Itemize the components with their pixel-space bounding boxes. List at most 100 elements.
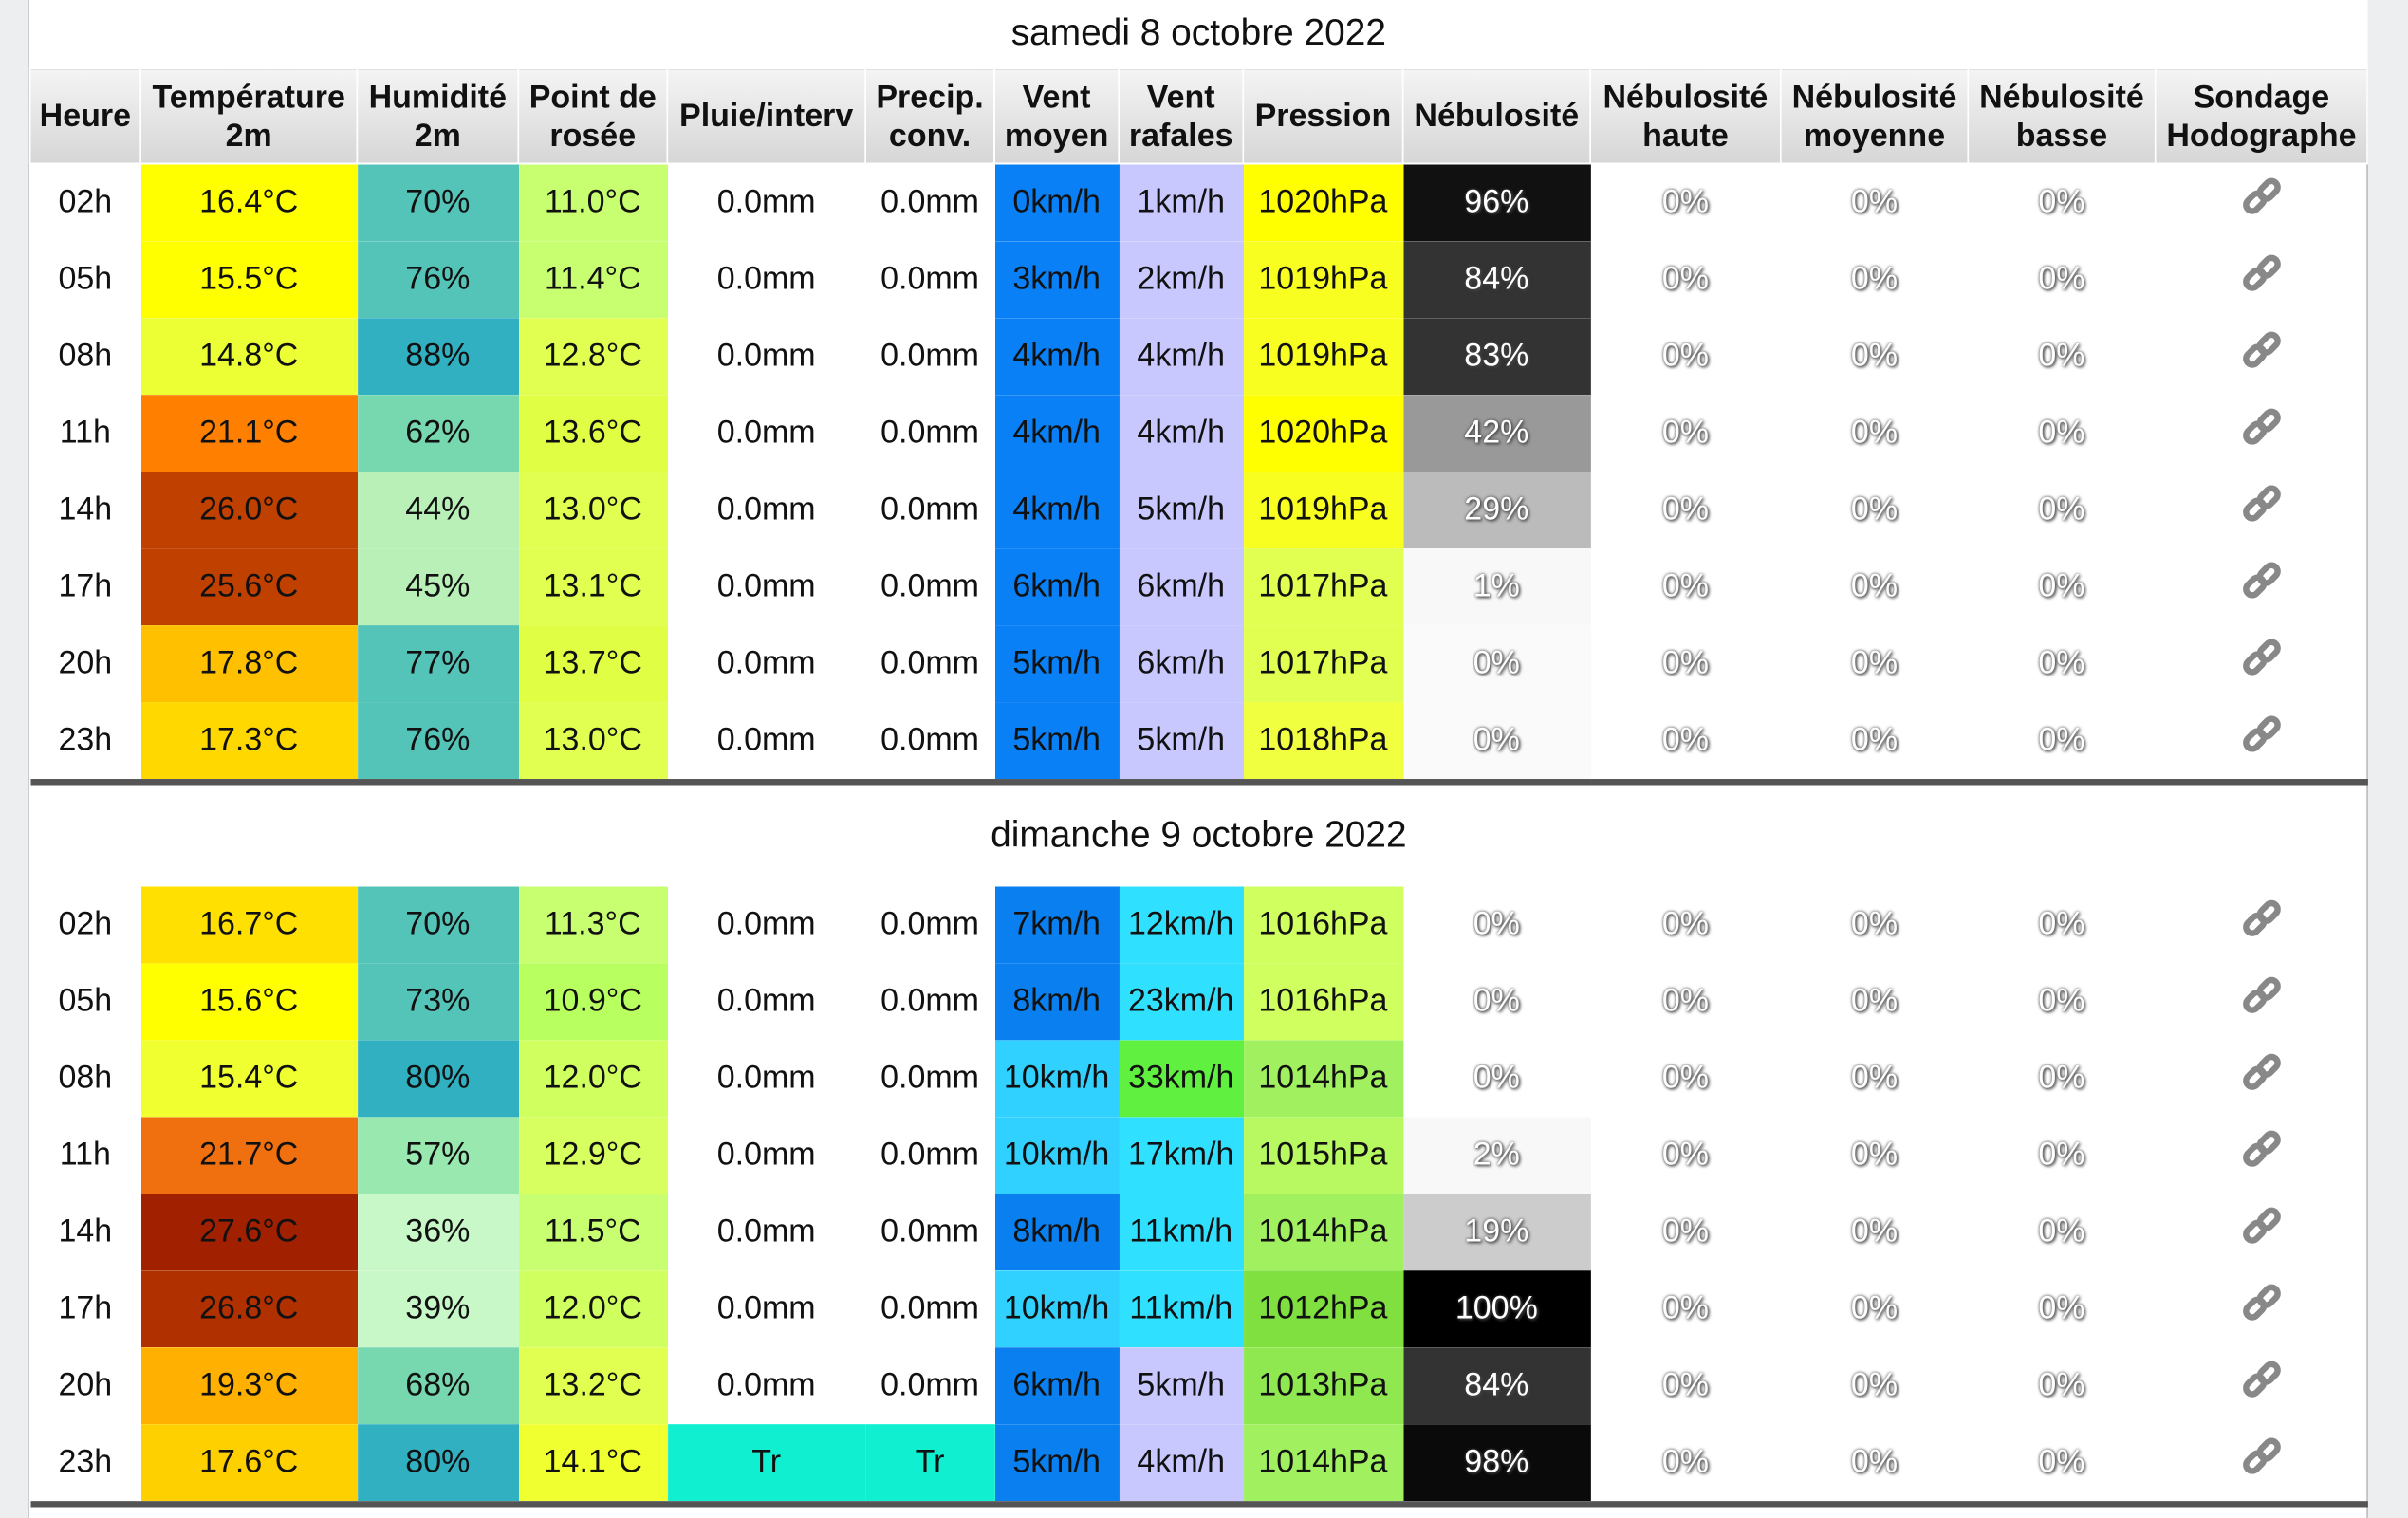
value-cell: 70% bbox=[357, 886, 519, 964]
hodograph-icon[interactable] bbox=[2238, 176, 2285, 222]
hodograph-icon[interactable] bbox=[2238, 482, 2285, 528]
value-cell: 0.0mm bbox=[667, 1347, 866, 1425]
hour-cell: 11h bbox=[59, 415, 111, 451]
hodograph-icon[interactable] bbox=[2238, 252, 2285, 299]
forecast-row: 23h 17.3°C 76% 13.0°C 0.0mm 0.0mm 5km/h 5km/h 10… bbox=[30, 702, 2368, 780]
value-cell: 0% bbox=[2038, 1367, 2085, 1403]
value-cell: 0% bbox=[1661, 906, 1709, 942]
header-row: Heure Température 2m Humidité 2m Point de r… bbox=[28, 67, 2368, 165]
value-cell: 2% bbox=[1402, 1117, 1591, 1194]
value-cell: 57% bbox=[357, 1117, 519, 1194]
value-cell: 1017hPa bbox=[1243, 548, 1403, 626]
hodograph-icon[interactable] bbox=[2238, 559, 2285, 605]
value-cell: 0% bbox=[1661, 261, 1709, 297]
hour-cell: 02h bbox=[58, 184, 113, 220]
hodograph-icon[interactable] bbox=[2238, 713, 2285, 759]
value-cell: Tr bbox=[865, 1424, 995, 1502]
value-cell: 0.0mm bbox=[667, 1194, 866, 1271]
value-cell: 0% bbox=[1402, 1040, 1591, 1118]
value-cell: 0% bbox=[1850, 338, 1899, 374]
value-cell: 1016hPa bbox=[1243, 963, 1403, 1041]
value-cell: 0% bbox=[1850, 261, 1899, 297]
hour-cell: 14h bbox=[58, 1213, 113, 1250]
hodograph-icon[interactable] bbox=[2238, 1205, 2285, 1251]
hodograph-icon[interactable] bbox=[2238, 1435, 2285, 1482]
value-cell: 0% bbox=[2038, 645, 2085, 681]
forecast-row: 02h 16.4°C 70% 11.0°C 0.0mm 0.0mm 0km/h 1km/h 10… bbox=[30, 163, 2368, 242]
value-cell: 13.0°C bbox=[518, 702, 668, 780]
value-cell: 0% bbox=[2038, 906, 2085, 942]
value-cell: 0.0mm bbox=[865, 1040, 995, 1118]
hodograph-icon[interactable] bbox=[2238, 1282, 2285, 1328]
hodograph-cell bbox=[2156, 1117, 2367, 1194]
value-cell: 2km/h bbox=[1119, 241, 1244, 319]
separator-line bbox=[29, 779, 2368, 786]
value-cell: 0% bbox=[1850, 1367, 1899, 1403]
value-cell: 0% bbox=[1850, 645, 1899, 681]
value-cell: 1015hPa bbox=[1243, 1117, 1403, 1194]
value-cell: 19.3°C bbox=[140, 1347, 358, 1425]
value-cell: 0% bbox=[1661, 722, 1709, 758]
value-cell: 0.0mm bbox=[865, 472, 995, 549]
value-cell: 0% bbox=[2038, 184, 2085, 220]
value-cell: 0% bbox=[1661, 415, 1709, 451]
value-cell: 36% bbox=[357, 1194, 519, 1271]
hour-cell: 08h bbox=[58, 338, 113, 374]
hodograph-cell bbox=[2156, 1347, 2367, 1424]
value-cell: 12km/h bbox=[1119, 886, 1244, 964]
hodograph-cell bbox=[2156, 1270, 2367, 1347]
hodograph-icon[interactable] bbox=[2238, 1128, 2285, 1175]
value-cell: 4km/h bbox=[994, 318, 1120, 396]
value-cell: 68% bbox=[357, 1347, 519, 1425]
hour-cell: 08h bbox=[58, 1060, 113, 1096]
column-header: Point de rosée bbox=[517, 67, 669, 165]
hodograph-icon[interactable] bbox=[2238, 898, 2285, 944]
hodograph-icon[interactable] bbox=[2238, 329, 2285, 376]
value-cell: 29% bbox=[1402, 472, 1591, 549]
hour-cell: 17h bbox=[58, 1290, 113, 1326]
hodograph-cell bbox=[2156, 886, 2367, 963]
column-header: Precip. conv. bbox=[864, 67, 995, 165]
column-header: Pression bbox=[1242, 67, 1404, 165]
value-cell: 25.6°C bbox=[140, 548, 358, 626]
value-cell: 0% bbox=[1661, 1290, 1709, 1326]
value-cell: 4km/h bbox=[994, 472, 1120, 549]
value-cell: 0% bbox=[2038, 1444, 2085, 1480]
value-cell: 0% bbox=[1402, 625, 1591, 703]
column-header: Heure bbox=[28, 67, 141, 165]
forecast-row: 23h 17.6°C 80% 14.1°C Tr Tr 5km/h 4km/h 1014hPa 9… bbox=[30, 1424, 2368, 1502]
value-cell: 0% bbox=[1661, 1137, 1709, 1173]
value-cell: 0.0mm bbox=[865, 963, 995, 1041]
value-cell: 0.0mm bbox=[667, 886, 866, 964]
value-cell: 1020hPa bbox=[1243, 395, 1403, 472]
value-cell: 0% bbox=[1850, 906, 1899, 942]
value-cell: 83% bbox=[1402, 318, 1591, 396]
hodograph-icon[interactable] bbox=[2238, 1359, 2285, 1405]
hodograph-icon[interactable] bbox=[2238, 974, 2285, 1021]
value-cell: 13.6°C bbox=[518, 395, 668, 472]
forecast-row: 11h 21.7°C 57% 12.9°C 0.0mm 0.0mm 10km/h 17km/h… bbox=[30, 1117, 2368, 1194]
value-cell: 1014hPa bbox=[1243, 1040, 1403, 1118]
value-cell: 0.0mm bbox=[667, 548, 866, 626]
separator bbox=[29, 1501, 2368, 1508]
value-cell: 13.2°C bbox=[518, 1347, 668, 1425]
value-cell: 16.4°C bbox=[140, 163, 358, 242]
column-header: Nébulosité bbox=[1401, 67, 1591, 165]
column-header: Pluie/interv bbox=[666, 67, 866, 165]
value-cell: 6km/h bbox=[1119, 548, 1244, 626]
value-cell: 5km/h bbox=[1119, 472, 1244, 549]
value-cell: 0% bbox=[1661, 1367, 1709, 1403]
value-cell: 0% bbox=[1661, 184, 1709, 220]
value-cell: 10.9°C bbox=[518, 963, 668, 1041]
value-cell: 0.0mm bbox=[865, 625, 995, 703]
hodograph-icon[interactable] bbox=[2238, 636, 2285, 682]
value-cell: 0.0mm bbox=[667, 1040, 866, 1118]
value-cell: 100% bbox=[1402, 1270, 1591, 1348]
value-cell: 0% bbox=[2038, 1290, 2085, 1326]
value-cell: 17.3°C bbox=[140, 702, 358, 780]
hodograph-icon[interactable] bbox=[2238, 1051, 2285, 1098]
day-title-row: dimanche 9 octobre 2022 bbox=[30, 786, 2368, 887]
value-cell: 0.0mm bbox=[667, 625, 866, 703]
hodograph-icon[interactable] bbox=[2238, 406, 2285, 453]
